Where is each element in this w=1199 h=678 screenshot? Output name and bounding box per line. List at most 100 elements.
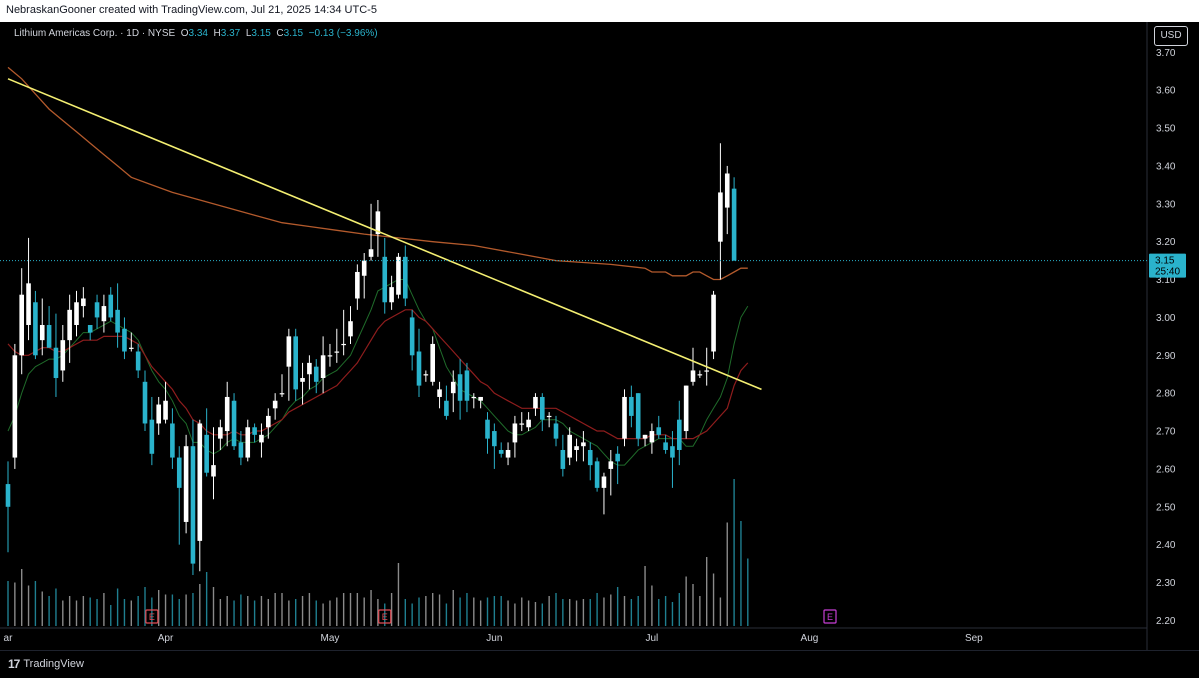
- candle-body: [266, 415, 271, 428]
- candle-body: [546, 415, 552, 418]
- tradingview-brand[interactable]: 17 TradingView: [8, 657, 84, 671]
- candle-body: [724, 173, 730, 208]
- price-chart[interactable]: 3.70 3.60 3.50 3.40 3.30 3.20 3.10 3.00 2.90 2.80…: [0, 22, 1199, 650]
- earnings-marker-box: [145, 609, 159, 624]
- chart-area[interactable]: 3.70 3.60 3.50 3.40 3.30 3.20 3.10 3.00 2.90 2.80…: [0, 22, 1199, 650]
- price-tick-label: 2.60: [1156, 464, 1176, 475]
- candle-body: [286, 336, 292, 367]
- price-tick-label: 2.20: [1156, 616, 1176, 627]
- candle-body: [300, 378, 305, 382]
- candle-body: [396, 256, 401, 295]
- candle-body: [512, 423, 518, 443]
- ma-long-line: [7, 66, 748, 281]
- candle-body: [526, 419, 531, 428]
- candle-body: [478, 396, 483, 401]
- price-tick-label: 3.00: [1156, 313, 1176, 324]
- earnings-marker: E: [823, 609, 837, 624]
- candle-body: [382, 256, 388, 303]
- candle-body: [423, 374, 429, 376]
- volume-bars: [7, 479, 749, 626]
- time-tick-label: ar: [4, 633, 14, 644]
- candle-body: [224, 396, 230, 432]
- candle-body: [553, 423, 559, 439]
- candle-body: [101, 306, 107, 322]
- candle-body: [690, 370, 696, 382]
- candle-body: [587, 449, 593, 466]
- price-axis: 3.70 3.60 3.50 3.40 3.30 3.20 3.10 3.00 2.90 2.80…: [1156, 48, 1176, 627]
- price-tick-label: 3.40: [1156, 161, 1176, 172]
- price-tick-label: 2.50: [1156, 502, 1176, 513]
- legend-close-label: C: [276, 28, 284, 39]
- candle-body: [355, 271, 360, 299]
- candle-body: [341, 343, 346, 346]
- candle-body: [492, 431, 497, 447]
- candle-body: [81, 298, 86, 307]
- candle-body: [334, 351, 340, 353]
- candle-body: [457, 374, 463, 401]
- candle-body: [218, 427, 223, 439]
- candle-body: [74, 302, 79, 325]
- candle-body: [622, 396, 627, 439]
- candle-body: [327, 355, 333, 357]
- candle-body: [197, 423, 203, 541]
- footer-bar: 17 TradingView: [0, 650, 1199, 678]
- candle-body: [361, 260, 367, 276]
- candle-body: [450, 381, 456, 394]
- legend-change: −0.13 (−3.96%): [308, 28, 378, 39]
- candle-body: [677, 419, 682, 450]
- trendline: [7, 78, 762, 391]
- candle-body: [313, 366, 319, 382]
- candle-body: [94, 302, 100, 318]
- candle-body: [67, 309, 72, 341]
- candle-body: [115, 309, 120, 333]
- candle-body: [19, 294, 24, 356]
- price-tag-countdown: 25:40: [1155, 267, 1180, 278]
- candle-body: [190, 446, 196, 564]
- candle-body: [12, 355, 18, 458]
- earnings-marker-label: E: [382, 612, 388, 622]
- candle-body: [533, 396, 538, 409]
- earnings-marker-label: E: [827, 612, 833, 622]
- candle-body: [731, 188, 737, 261]
- price-tick-label: 3.50: [1156, 124, 1176, 135]
- candle-body: [656, 427, 662, 435]
- candle-body: [368, 249, 374, 257]
- price-tag: [1149, 253, 1186, 278]
- candle-body: [279, 393, 285, 395]
- attribution-bar: NebraskanGooner created with TradingView…: [0, 0, 1199, 22]
- tradingview-logo-icon: 17: [8, 657, 20, 671]
- candle-body: [642, 434, 648, 439]
- candle-body: [60, 340, 66, 371]
- legend: Lithium Americas Corp. · 1D · NYSE O3.34…: [14, 28, 378, 39]
- candles: [5, 143, 737, 575]
- time-tick-label: Sep: [965, 633, 983, 644]
- candle-body: [238, 442, 244, 458]
- currency-button[interactable]: USD: [1154, 26, 1188, 46]
- earnings-marker: E: [378, 609, 392, 624]
- price-tick-label: 2.40: [1156, 540, 1176, 551]
- time-tick-label: Aug: [801, 633, 819, 644]
- legend-open-label: O: [180, 28, 189, 39]
- candle-body: [211, 465, 216, 477]
- candle-body: [108, 294, 114, 318]
- legend-close: 3.15: [283, 28, 304, 39]
- candle-body: [231, 400, 237, 447]
- candle-body: [204, 434, 209, 473]
- candle-body: [594, 461, 600, 488]
- candle-body: [259, 434, 264, 443]
- candle-body: [39, 325, 45, 341]
- candle-body: [519, 423, 525, 425]
- legend-high: 3.37: [220, 28, 241, 39]
- earnings-marker-box: [823, 609, 837, 624]
- candle-body: [416, 351, 422, 386]
- legend-low-label: L: [245, 28, 252, 39]
- chart-background: [0, 22, 1199, 650]
- candle-body: [663, 442, 668, 450]
- candle-body: [485, 419, 490, 439]
- attribution-text: NebraskanGooner created with TradingView…: [6, 4, 377, 16]
- candle-body: [320, 355, 326, 379]
- candle-body: [697, 374, 703, 376]
- candle-body: [46, 325, 52, 348]
- candle-body: [135, 351, 141, 371]
- candle-body: [444, 400, 449, 416]
